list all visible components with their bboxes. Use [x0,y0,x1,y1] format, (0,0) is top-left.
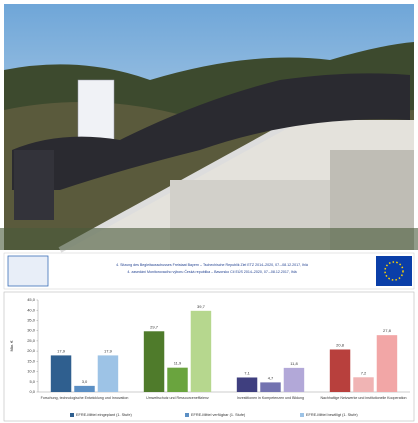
value-label: 17,9 [104,348,113,353]
chart: Mio. € 0,0 5,0 10,0 15,0 20,0 25,0 30,0 35,0 40,0… [9,297,410,417]
value-label: 11,9 [174,361,182,366]
value-label: 7,2 [361,370,367,375]
value-label: 17,9 [57,348,66,353]
banner: 4. Sitzung des Begleitausschusses Freist… [3,252,415,290]
bar [329,349,351,392]
legend-label: EFRE-Mittel verfügbar (1. Stufe) [191,413,246,417]
bar [353,377,374,392]
value-label: 11,8 [290,361,298,366]
value-label: 4,7 [268,375,274,380]
x-tick-label: Forschung, technologische Entwicklung un… [41,396,129,400]
value-label: 39,7 [197,304,206,309]
y-tick-label: 20,0 [27,348,36,353]
value-label: 3,0 [82,379,88,384]
bar [376,335,398,392]
y-axis-label: Mio. € [9,340,14,352]
banner-line1: 4. Sitzung des Begleitausschusses Freist… [116,263,308,267]
y-tick-label: 30,0 [27,328,36,333]
photo [0,4,418,253]
bar [74,385,95,392]
value-label: 7,1 [244,371,250,376]
y-tick-label: 45,0 [27,297,36,302]
legend-swatch [185,413,189,417]
y-tick-label: 5,0 [29,379,35,384]
bar [143,331,165,392]
value-label: 29,7 [150,324,159,329]
value-label: 20,8 [336,343,345,348]
x-tick-label: Nachhaltige Netzwerke und institutionell… [320,396,406,400]
value-label: 27,8 [383,328,392,333]
bar [236,377,258,392]
y-tick-label: 25,0 [27,338,36,343]
bar [97,355,119,392]
x-tick-label: Umweltschutz und Ressourceneffizienz [146,396,209,400]
bar [190,310,212,392]
legend-label: EFRE-Mittel bewilligt (1. Stufe) [306,413,358,417]
x-tick-label: Investitionen in Kompetenzen und Bildung [237,396,304,400]
bar [260,382,281,392]
banner-line2: 4. zasedání Monitorovacího výboru Česká … [127,269,296,274]
bar [50,355,72,392]
y-tick-label: 15,0 [27,358,36,363]
y-tick-label: 35,0 [27,318,36,323]
bar [283,367,305,392]
legend-label: EFRE-Mittel eingeplant (1. Stufe) [76,413,132,417]
legend-swatch [300,413,304,417]
y-tick-label: 40,0 [27,307,36,312]
legend-swatch [70,413,74,417]
y-tick-label: 0,0 [29,389,35,394]
y-tick-label: 10,0 [27,369,36,374]
bar [167,367,188,392]
